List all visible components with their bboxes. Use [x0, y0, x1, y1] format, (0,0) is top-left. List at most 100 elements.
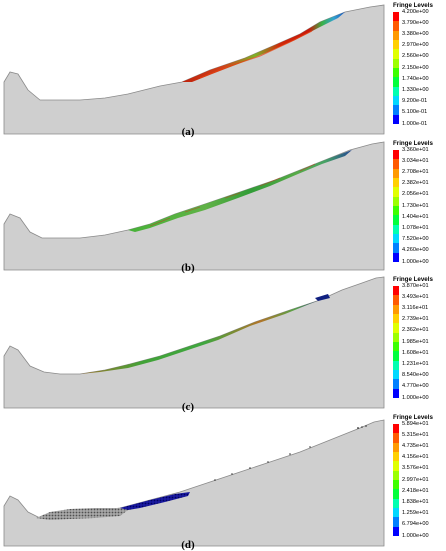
color-swatch — [393, 526, 399, 536]
legend-title-d: Fringe Levels — [393, 414, 433, 421]
legend-level-label: 7.520e+00 — [402, 236, 429, 243]
legend-level-label: 4.260e+00 — [402, 247, 429, 254]
legend-level-label: 1.740e+00 — [402, 75, 429, 82]
legend-level-label: 1.259e+01 — [402, 510, 429, 517]
legend-level-label: 3.380e+00 — [402, 30, 429, 37]
color-swatch — [393, 21, 399, 31]
legend-level-label: 3.790e+00 — [402, 19, 429, 26]
slope-model-b — [3, 141, 385, 271]
legend-level-label: 4.770e+00 — [402, 383, 429, 390]
legend-title-c: Fringe Levels — [393, 276, 433, 283]
legend-level-label: 3.034e+01 — [402, 157, 429, 164]
legend-body-c: 3.870e+01 3.493e+01 3.116e+01 2.739e+01 2.36… — [393, 282, 446, 401]
color-swatch — [393, 215, 399, 225]
scattered-particles-d — [214, 425, 367, 481]
color-swatch — [393, 313, 399, 324]
legend-body-a: 4.200e+00 3.790e+00 3.380e+00 2.970e+00 2.56… — [393, 8, 446, 127]
color-swatch — [393, 360, 399, 370]
legend-level-label: 2.362e+01 — [402, 327, 429, 334]
legend-level-label: 4.156e+01 — [402, 454, 429, 461]
legend-b: Fringe Levels 3.360e+01 3.034e+01 2.708e+0… — [393, 140, 446, 265]
panel-a: (a) Fringe Levels 4.200e+00 3.790e+00 3.38… — [0, 0, 446, 138]
legend-c: Fringe Levels 3.870e+01 3.493e+01 3.116e+0… — [393, 276, 446, 401]
color-swatch — [393, 304, 399, 314]
color-swatch — [393, 507, 399, 518]
color-swatch — [393, 86, 399, 96]
color-scale-bar-a — [393, 12, 399, 124]
legend-level-label: 1.838e+01 — [402, 498, 429, 505]
legend-d: Fringe Levels 5.894e+01 5.315e+01 4.735e+0… — [393, 414, 446, 539]
color-swatch — [393, 461, 399, 471]
color-swatch — [393, 341, 399, 352]
legend-title-b: Fringe Levels — [393, 140, 433, 147]
color-swatch — [393, 159, 399, 169]
color-swatch — [393, 451, 399, 462]
legend-level-label: 3.576e+01 — [402, 465, 429, 472]
legend-title-a: Fringe Levels — [393, 2, 433, 9]
legend-level-label: 2.560e+00 — [402, 53, 429, 60]
color-swatch — [393, 351, 399, 361]
color-swatch — [393, 77, 399, 87]
legend-level-label: 1.000e-01 — [402, 120, 428, 127]
legend-level-label: 1.000e+00 — [402, 394, 429, 401]
slope-model-d — [3, 419, 385, 547]
legend-level-label: 4.735e+01 — [402, 442, 429, 449]
color-swatch — [393, 498, 399, 508]
color-swatch — [393, 95, 399, 106]
color-swatch — [393, 470, 399, 480]
legend-level-label: 2.418e+01 — [402, 487, 429, 494]
color-swatch — [393, 479, 399, 490]
legend-level-label: 2.150e+00 — [402, 64, 429, 71]
legend-level-label: 4.200e+00 — [402, 8, 429, 15]
color-swatch — [393, 205, 399, 216]
legend-level-label: 5.894e+01 — [402, 420, 429, 427]
color-swatch — [393, 323, 399, 333]
terrain-d — [3, 419, 385, 547]
color-swatch — [393, 233, 399, 244]
color-swatch — [393, 332, 399, 342]
color-swatch — [393, 67, 399, 78]
color-swatch — [393, 224, 399, 234]
deposit-blue-d — [120, 492, 190, 510]
color-swatch — [393, 196, 399, 206]
panel-c: (c) Fringe Levels 3.870e+01 3.493e+01 3.11… — [0, 274, 446, 413]
legend-level-label: 3.870e+01 — [402, 282, 429, 289]
legend-level-label: 1.078e+01 — [402, 224, 429, 231]
slope-model-a — [3, 4, 385, 135]
panel-b: (b) Fringe Levels 3.360e+01 3.034e+01 2.70… — [0, 138, 446, 274]
color-swatch — [393, 30, 399, 40]
color-swatch — [393, 49, 399, 59]
legend-level-label: 2.997e+01 — [402, 476, 429, 483]
caption-d: (d) — [181, 539, 195, 551]
color-swatch — [393, 177, 399, 188]
legend-body-d: 5.894e+01 5.315e+01 4.735e+01 4.156e+01 3.57… — [393, 420, 446, 539]
color-swatch — [393, 388, 399, 398]
terrain-a — [3, 4, 385, 135]
landslide-mass-b — [128, 150, 352, 232]
legend-level-label: 6.794e+00 — [402, 521, 429, 528]
color-swatch — [393, 424, 399, 434]
landslide-mass-a — [182, 12, 345, 82]
color-swatch — [393, 379, 399, 389]
caption-b: (b) — [181, 262, 195, 274]
color-swatch — [393, 252, 399, 262]
legend-level-label: 1.330e+00 — [402, 86, 429, 93]
color-swatch — [393, 369, 399, 380]
color-scale-bar-c — [393, 286, 399, 398]
legend-level-label: 8.540e+00 — [402, 372, 429, 379]
legend-level-label: 2.382e+01 — [402, 180, 429, 187]
deposit-gray-d — [36, 508, 128, 520]
color-swatch — [393, 243, 399, 253]
legend-level-label: 1.404e+01 — [402, 213, 429, 220]
color-scale-bar-d — [393, 424, 399, 536]
legend-level-label: 2.739e+01 — [402, 316, 429, 323]
color-swatch — [393, 105, 399, 115]
color-swatch — [393, 187, 399, 197]
color-swatch — [393, 150, 399, 160]
legend-level-label: 1.000e+00 — [402, 258, 429, 265]
color-swatch — [393, 12, 399, 22]
color-swatch — [393, 433, 399, 443]
legend-level-label: 2.708e+01 — [402, 168, 429, 175]
legend-level-label: 3.493e+01 — [402, 293, 429, 300]
legend-level-label: 9.200e-01 — [402, 98, 428, 105]
